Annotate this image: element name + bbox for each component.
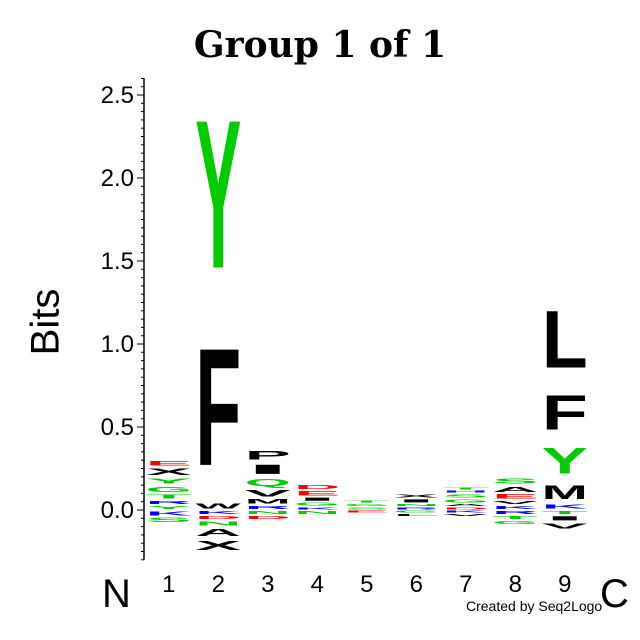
logo-letter-G: G — [443, 498, 489, 503]
logo-letter-E: E — [146, 460, 192, 467]
position-label: 5 — [360, 571, 373, 598]
logo-letter-K: K — [146, 510, 192, 517]
logo-letter-R: R — [245, 505, 291, 510]
logo-letter-P: P — [245, 449, 291, 462]
logo-letter-D: D — [443, 507, 489, 510]
position-label: 2 — [212, 571, 225, 598]
position-label: 3 — [261, 571, 274, 598]
logo-letter-R: R — [492, 510, 538, 515]
logo-letter-L: L — [542, 294, 588, 385]
logo-letter-D: D — [245, 515, 291, 520]
y-tick-label: 2.0 — [101, 165, 134, 192]
logo-letter-L: L — [393, 513, 439, 516]
logo-letter-N: N — [393, 503, 439, 506]
logo-letter-K: K — [294, 507, 341, 510]
logo-letters: YRTGYXEKSWFYKDNAXRMVQIPNDKGIEDNSGTERNIXG… — [146, 77, 588, 554]
logo-letter-V: V — [245, 489, 291, 499]
logo-letter-K: K — [443, 510, 490, 513]
logo-letter-I: I — [245, 462, 291, 477]
logo-letter-E: E — [344, 510, 390, 513]
position-label: 4 — [311, 571, 324, 598]
logo-letter-Y: Y — [195, 77, 241, 314]
position-label: 1 — [162, 571, 175, 598]
logo-letter-Q: Q — [245, 477, 291, 488]
logo-letter-T: T — [146, 494, 193, 501]
y-tick-label: 2.5 — [101, 82, 134, 109]
logo-letter-V: V — [443, 513, 490, 516]
logo-letter-X: X — [146, 467, 192, 477]
logo-letter-K: K — [195, 510, 242, 515]
logo-letter-R: R — [146, 500, 192, 505]
logo-letter-I: I — [542, 515, 588, 522]
logo-letter-E: E — [294, 490, 340, 497]
logo-letter-Y: Y — [542, 440, 588, 482]
logo-letter-I: I — [294, 497, 340, 502]
c-terminus-label: C — [600, 572, 629, 616]
position-label: 8 — [509, 571, 522, 598]
chart-title: Group 1 of 1 — [193, 24, 447, 66]
n-terminus-label: N — [102, 572, 131, 616]
logo-letter-N: N — [294, 510, 340, 515]
x-axis-positions: 1 2 3 4 5 6 7 8 9 — [162, 571, 571, 598]
position-label: 6 — [410, 571, 423, 598]
logo-letter-M: M — [542, 482, 588, 503]
position-label: 7 — [459, 571, 472, 598]
logo-letter-X: X — [195, 538, 241, 553]
logo-letter-A: A — [443, 503, 489, 506]
logo-letter-V: V — [542, 522, 588, 530]
logo-letter-A: A — [195, 527, 241, 539]
logo-letter-Y: Y — [146, 505, 192, 510]
logo-letter-S: S — [344, 507, 390, 510]
logo-letter-G: G — [294, 502, 340, 507]
position-label: 9 — [558, 571, 571, 598]
logo-letter-E: E — [492, 494, 538, 501]
logo-letter-T: T — [542, 510, 588, 515]
logo-letter-W: W — [195, 502, 241, 510]
logo-letter-F: F — [195, 313, 241, 501]
logo-letter-M: M — [245, 498, 291, 505]
logo-letter-N: N — [245, 510, 291, 515]
logo-letter-S: S — [492, 477, 538, 485]
y-axis: 0.0 0.5 1.0 1.5 2.0 2.5 — [101, 77, 145, 561]
logo-letter-H: H — [443, 490, 489, 493]
logo-letter-A: A — [492, 485, 538, 493]
logo-letter-S: S — [443, 493, 489, 498]
logo-letter-T: T — [443, 487, 489, 490]
logo-letter-S: S — [146, 517, 192, 524]
logo-letter-T: T — [492, 515, 538, 520]
credit-text: Created by Seq2Logo — [466, 598, 603, 614]
logo-letter-X: X — [393, 493, 440, 498]
logo-letter-D: D — [294, 483, 340, 490]
logo-letter-Y: Y — [146, 477, 192, 485]
logo-letter-T: T — [344, 500, 390, 503]
logo-letter-K: K — [542, 503, 588, 510]
y-tick-label: 1.0 — [101, 331, 134, 358]
logo-letter-F: F — [542, 386, 588, 440]
logo-letter-D: D — [195, 515, 241, 520]
logo-letter-G: G — [393, 510, 439, 513]
logo-letter-V: V — [492, 500, 539, 505]
logo-letter-G: G — [146, 485, 192, 493]
y-tick-label: 0.0 — [101, 497, 134, 524]
logo-letter-G: G — [344, 503, 390, 506]
logo-letter-G: G — [492, 520, 538, 525]
y-tick-label: 0.5 — [101, 414, 134, 441]
logo-letter-R: R — [393, 507, 439, 510]
logo-letter-N: N — [195, 520, 241, 527]
logo-letter-I: I — [393, 498, 439, 503]
y-tick-label: 1.5 — [101, 248, 134, 275]
logo-letter-K: K — [492, 505, 539, 510]
